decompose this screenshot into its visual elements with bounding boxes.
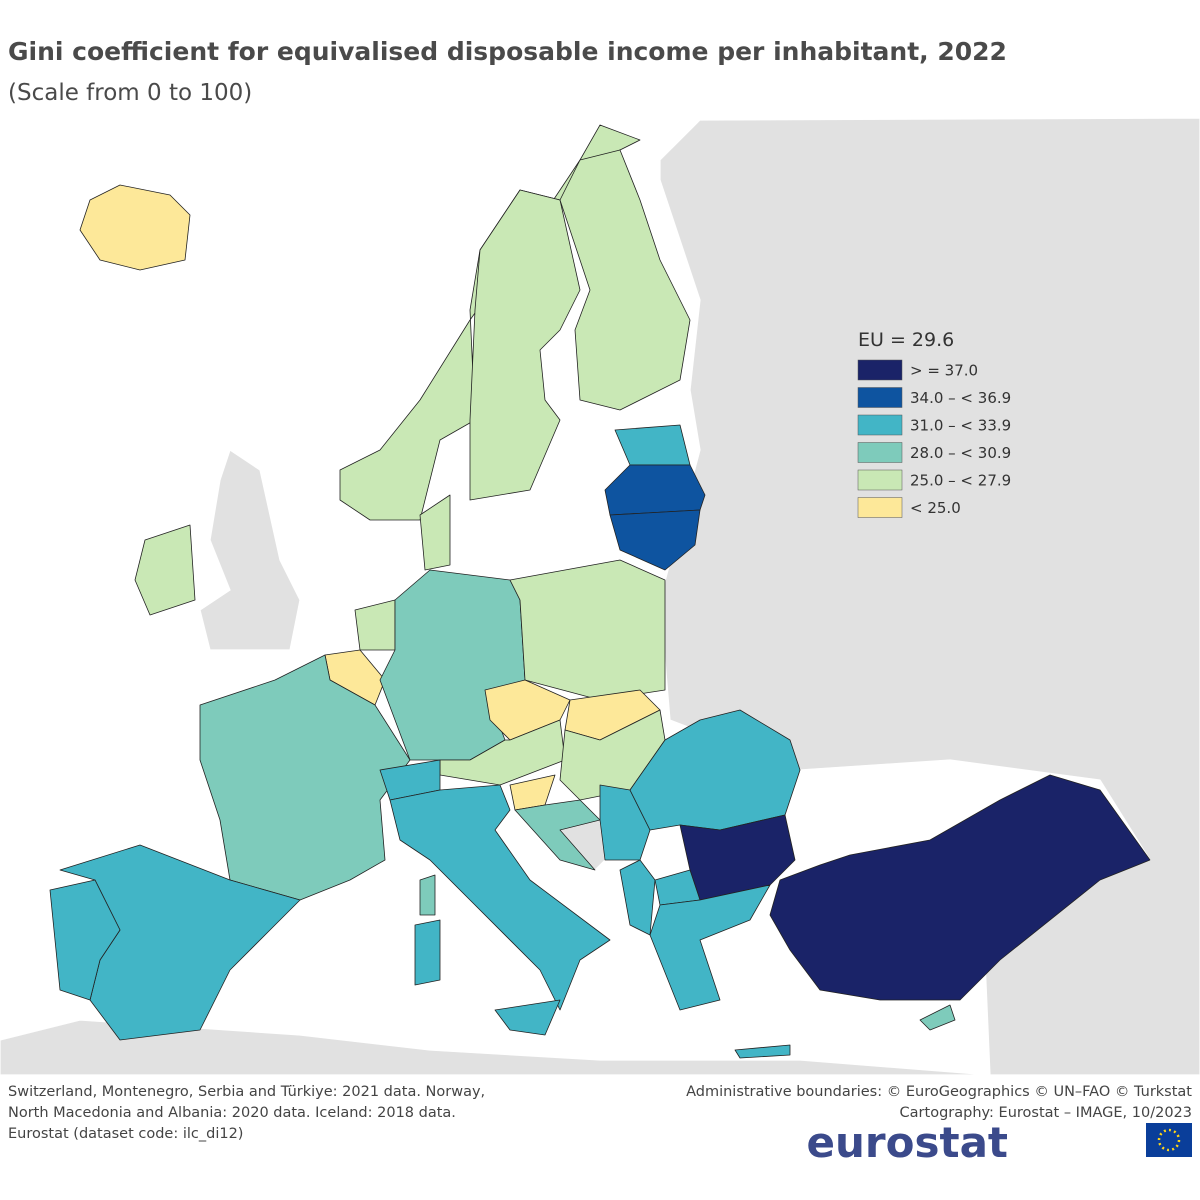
land-non-eu (199, 449, 301, 651)
country (354, 599, 396, 651)
country (389, 784, 611, 1011)
subtitle: (Scale from 0 to 100) (8, 80, 252, 106)
country (509, 559, 666, 701)
country (414, 919, 441, 986)
legend-label: 31.0 – < 33.9 (910, 417, 1011, 435)
footnote: Eurostat (dataset code: ilc_di12) (8, 1126, 243, 1142)
notes-right: Administrative boundaries: © EuroGeograp… (686, 1084, 1192, 1121)
country (469, 189, 581, 501)
legend-swatch (857, 359, 903, 381)
country (439, 719, 566, 786)
country (734, 1044, 791, 1059)
notes-left: Switzerland, Montenegro, Serbia and Türk… (8, 1084, 485, 1142)
eu-flag (1146, 1123, 1192, 1157)
country (649, 884, 771, 1011)
country (919, 1004, 956, 1031)
country (609, 509, 701, 571)
legend-swatch (857, 387, 903, 408)
country (559, 149, 691, 411)
country (619, 859, 656, 936)
legend-title: EU = 29.6 (858, 329, 954, 351)
legend-swatch (857, 497, 903, 518)
legend-label: 25.0 – < 27.9 (910, 472, 1011, 490)
map-layer (0, 117, 1200, 1076)
legend-label: < 25.0 (910, 499, 961, 517)
title: Gini coefficient for equivalised disposa… (8, 37, 1007, 66)
legend-label: > = 37.0 (910, 362, 978, 380)
country (419, 874, 436, 916)
country (134, 524, 196, 616)
footnote: Cartography: Eurostat – IMAGE, 10/2023 (900, 1105, 1192, 1121)
country (604, 464, 706, 516)
legend-swatch (857, 442, 903, 463)
country (494, 999, 561, 1036)
country (419, 494, 451, 571)
country (769, 774, 1151, 1001)
legend: > = 37.0 34.0 – < 36.9 31.0 – < 33.9 28.0 –… (857, 359, 1011, 518)
footnote: Switzerland, Montenegro, Serbia and Türk… (8, 1084, 485, 1100)
country (514, 799, 601, 871)
country (614, 424, 691, 466)
land-non-eu (659, 117, 1200, 1076)
footnote: Administrative boundaries: © EuroGeograp… (686, 1084, 1192, 1100)
legend-swatch (857, 469, 903, 491)
footer-bg (0, 1076, 1200, 1200)
legend-swatch (857, 414, 903, 436)
country (49, 879, 121, 1001)
country (629, 709, 801, 831)
country (199, 654, 411, 901)
eu-stars (1157, 1128, 1181, 1152)
country (79, 184, 191, 271)
legend-label: 34.0 – < 36.9 (910, 389, 1011, 407)
logo-text: eurostat (807, 1118, 1008, 1167)
legend-label: 28.0 – < 30.9 (910, 444, 1011, 462)
footnote: North Macedonia and Albania: 2020 data. … (8, 1105, 456, 1121)
